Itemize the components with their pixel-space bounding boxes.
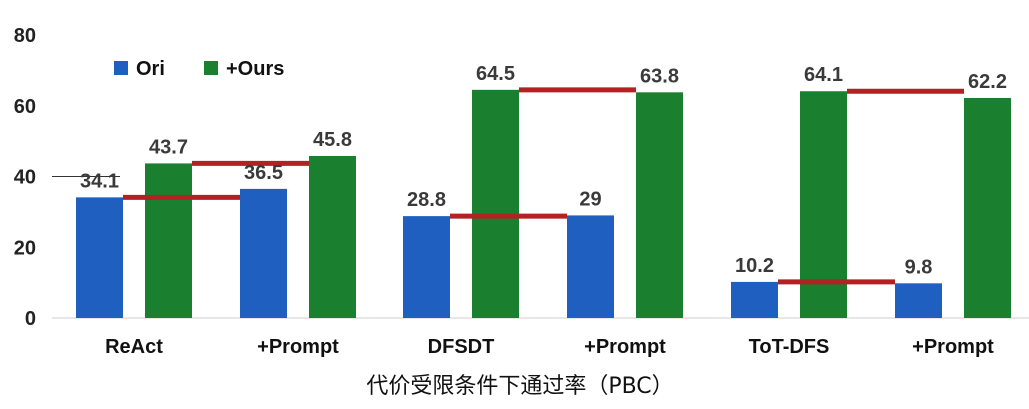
legend-swatch-0	[114, 61, 128, 75]
bar-ori-1	[240, 188, 287, 318]
data-label: 36.5	[244, 162, 283, 184]
bar-ours-2	[472, 89, 519, 318]
bar-ori-3	[567, 215, 614, 318]
data-label: 29	[579, 188, 601, 210]
legend-label: Ori	[136, 58, 165, 80]
y-tick-label: 40	[14, 167, 36, 189]
bar-ori-4	[731, 281, 778, 318]
data-label: 43.7	[149, 136, 188, 158]
y-tick-label: 20	[14, 237, 36, 259]
category-label: ToT-DFS	[749, 336, 830, 358]
data-label: 10.2	[735, 255, 774, 277]
data-label: 64.5	[476, 63, 515, 85]
data-label: 34.1	[80, 170, 119, 192]
category-label: DFSDT	[428, 336, 495, 358]
legend-swatch-1	[204, 61, 218, 75]
category-label: ReAct	[105, 336, 163, 358]
bar-ours-0	[145, 163, 192, 318]
data-label: 63.8	[640, 65, 679, 87]
data-label: 64.1	[804, 64, 843, 86]
x-axis-title: 代价受限条件下通过率（PBC）	[366, 374, 673, 399]
category-label: +Prompt	[584, 336, 666, 358]
legend-label: +Ours	[226, 58, 284, 80]
category-label: +Prompt	[257, 336, 339, 358]
category-label: +Prompt	[912, 336, 994, 358]
y-tick-label: 80	[14, 25, 36, 47]
bar-ours-1	[309, 155, 356, 318]
bar-ori-2	[403, 216, 450, 318]
bar-ours-5	[964, 97, 1011, 318]
bar-ori-0	[76, 197, 123, 318]
data-label: 28.8	[407, 189, 446, 211]
y-tick-label: 60	[14, 96, 36, 118]
data-label: 9.8	[905, 256, 933, 278]
bar-ori-5	[895, 283, 942, 318]
data-label: 45.8	[313, 129, 352, 151]
data-label: 62.2	[968, 71, 1007, 93]
bar-ours-3	[636, 92, 683, 319]
y-tick-label: 0	[25, 308, 36, 330]
